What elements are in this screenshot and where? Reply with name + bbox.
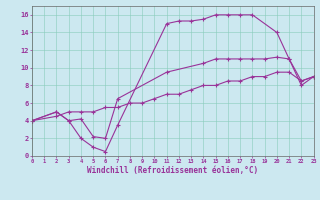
X-axis label: Windchill (Refroidissement éolien,°C): Windchill (Refroidissement éolien,°C) — [87, 166, 258, 175]
